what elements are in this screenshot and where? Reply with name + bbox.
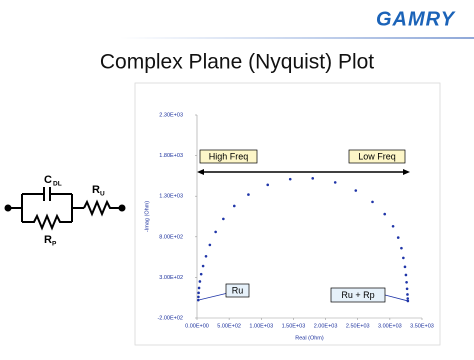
x-tick-label: 3.00E+03 [378, 323, 402, 329]
data-point [222, 217, 225, 221]
circuit-label: C [44, 174, 52, 186]
data-point [383, 212, 387, 216]
annotation-leader [384, 294, 408, 302]
data-point [201, 264, 205, 268]
slide-title: Complex Plane (Nyquist) Plot [100, 51, 374, 74]
data-point [406, 293, 409, 296]
annotation-box [225, 283, 250, 298]
data-point [391, 224, 395, 228]
annotation: Ru + Rp [341, 290, 374, 300]
data-point [405, 287, 409, 291]
circuit [4, 187, 126, 231]
annotation: Ru [232, 285, 244, 295]
y-tick-label: -2.00E+02 [157, 315, 183, 321]
x-tick-label: 5.00E+02 [217, 323, 241, 329]
data-point [232, 204, 236, 208]
resistor-p [22, 213, 72, 231]
data-point [406, 297, 410, 300]
y-axis-title: -Imag (Ohm) [144, 201, 150, 232]
circuit-subscript: P [52, 241, 57, 248]
annotation-box [330, 287, 386, 303]
x-tick-label: 1.00E+03 [249, 323, 273, 329]
chart-frame [134, 82, 441, 346]
data-point [402, 256, 405, 260]
data-point [204, 254, 208, 258]
data-point [266, 183, 270, 187]
header-rule [120, 37, 474, 39]
circuit-label: R [92, 184, 100, 196]
logo: GAMRY [376, 8, 456, 30]
data-point [214, 230, 217, 234]
annotation-box [199, 149, 258, 164]
circuit-subscript: U [100, 191, 105, 198]
y-tick-label: 1.80E+03 [159, 153, 183, 159]
arrow-head [403, 169, 410, 175]
data-point [404, 273, 408, 277]
x-tick-label: 1.50E+03 [282, 323, 306, 329]
y-tick-label: 2.30E+03 [159, 112, 183, 118]
resistor-u [83, 199, 122, 217]
x-axis-title: Real (Ohm) [295, 335, 324, 341]
data-point [354, 189, 358, 192]
data-point [400, 246, 403, 250]
data-point [208, 243, 212, 247]
annotation: High Freq [209, 151, 249, 161]
y-tick-label: 8.00E+02 [159, 234, 183, 240]
data-point [199, 272, 203, 276]
data-point [405, 280, 408, 284]
annotation-box [348, 149, 406, 164]
data-point [406, 299, 410, 303]
data-point [247, 193, 250, 196]
x-tick-label: 3.50E+03 [410, 323, 434, 329]
data-point [198, 280, 202, 283]
x-tick-label: 0.00E+00 [185, 323, 209, 329]
data-point [197, 286, 201, 290]
data-point [197, 291, 200, 295]
annotation: Low Freq [358, 151, 396, 161]
data-point [197, 295, 200, 299]
arrow-head [197, 169, 204, 175]
circuit-label: R [44, 234, 52, 246]
circuit-subscript: DL [53, 181, 62, 188]
y-tick-label: 1.30E+03 [159, 194, 183, 200]
data-point [333, 181, 337, 184]
data-point [288, 177, 292, 181]
data-point [371, 200, 374, 204]
data-point [311, 177, 315, 180]
data-point [396, 236, 400, 239]
annotation-leader [198, 292, 229, 301]
x-tick-label: 2.00E+03 [314, 323, 338, 329]
y-tick-label: 3.00E+02 [159, 275, 183, 281]
x-tick-label: 2.50E+03 [346, 323, 370, 329]
data-point [403, 265, 407, 269]
